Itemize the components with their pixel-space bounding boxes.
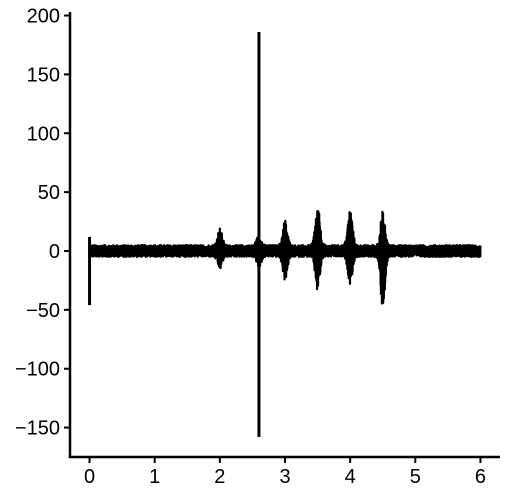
y-tick-label: −150 (15, 418, 60, 440)
plot-area (88, 32, 482, 437)
x-tick-label: 1 (149, 466, 160, 488)
x-tick-label: 4 (345, 466, 356, 488)
y-tick-label: −100 (15, 359, 60, 381)
y-tick-label: 150 (27, 64, 60, 86)
x-tick-label: 2 (214, 466, 225, 488)
y-tick-label: 50 (38, 182, 60, 204)
x-tick-label: 0 (84, 466, 95, 488)
x-tick-label: 5 (410, 466, 421, 488)
axes: −150 −100 −50 0 50 100 150 200 0 1 2 3 4 5 6 (15, 6, 500, 488)
y-tick-label: 0 (49, 241, 60, 263)
y-tick-label: 100 (27, 123, 60, 145)
x-tick-label: 6 (475, 466, 486, 488)
y-tick-label: 200 (27, 6, 60, 28)
signal-trace (88, 210, 482, 305)
y-tick-label: −50 (26, 300, 60, 322)
x-tick-label: 3 (279, 466, 290, 488)
